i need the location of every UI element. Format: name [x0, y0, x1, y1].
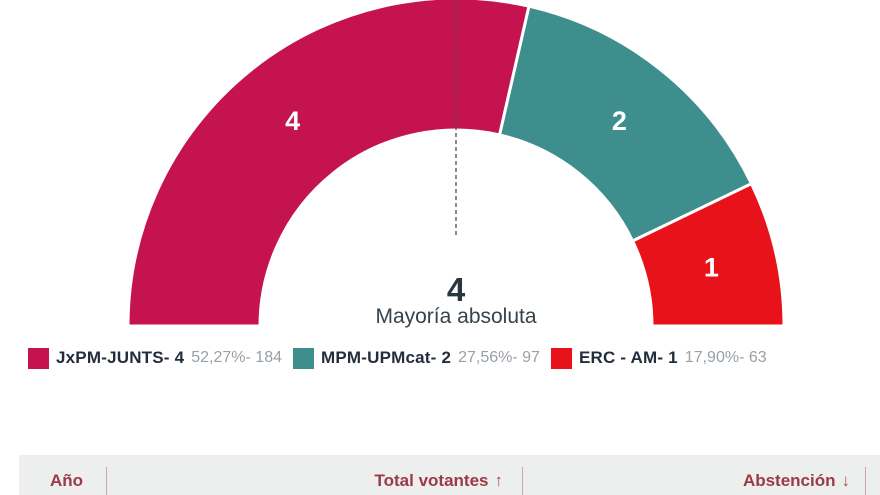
segment-seat-count: 4 [285, 106, 300, 136]
legend-item: JxPM-JUNTS- 4 52,27%- 184 [28, 347, 282, 369]
column-label: Abstención [742, 471, 836, 490]
legend-party-name: JxPM-JUNTS- 4 [56, 348, 185, 367]
column-header-abstention[interactable]: Abstención ↓ [523, 455, 866, 495]
segment-seat-count: 2 [612, 106, 627, 136]
column-header-total-voters[interactable]: Total votantes ↑ [107, 455, 523, 495]
legend-swatch-icon [28, 347, 49, 369]
legend-party-name: ERC - AM- 1 [578, 348, 678, 367]
legend-swatch-icon [292, 347, 314, 369]
legend-item: ERC - AM- 1 17,90%- 63 [550, 347, 767, 369]
seat-segment-JxPM-JUNTS[interactable] [126, 0, 531, 328]
column-label: Total votantes [374, 471, 489, 490]
seats-arc-chart: 4 2 1 4 Mayoría absoluta [126, 0, 786, 328]
legend-party-name: MPM-UPMcat- 2 [320, 348, 452, 367]
column-label: Año [50, 471, 84, 490]
legend: JxPM-JUNTS- 4 52,27%- 184 MPM-UPMcat- 2 … [28, 343, 767, 373]
column-separator [522, 467, 523, 495]
column-header-year[interactable]: Año [19, 455, 107, 495]
legend-swatch-icon [550, 347, 572, 369]
legend-party-stat: 27,56%- 97 [458, 349, 540, 366]
majority-caption: Mayoría absoluta [375, 305, 537, 328]
column-separator [106, 467, 107, 495]
sort-ascending-icon[interactable]: ↑ [494, 471, 504, 490]
segment-seat-count: 1 [704, 253, 719, 283]
donut-svg: 4 2 1 [126, 0, 786, 328]
column-separator [865, 467, 866, 495]
legend-party-stat: 17,90%- 63 [684, 349, 767, 366]
sort-descending-icon[interactable]: ↓ [841, 471, 851, 490]
majority-value: 4 [446, 271, 466, 308]
seat-segment-ERC-AM[interactable] [631, 182, 786, 328]
results-table-header: Año Total votantes ↑ Abstención ↓ [19, 455, 880, 495]
legend-item: MPM-UPMcat- 2 27,56%- 97 [292, 347, 540, 369]
legend-party-stat: 52,27%- 184 [191, 349, 282, 366]
wedges-group: 4 2 1 [126, 0, 786, 328]
